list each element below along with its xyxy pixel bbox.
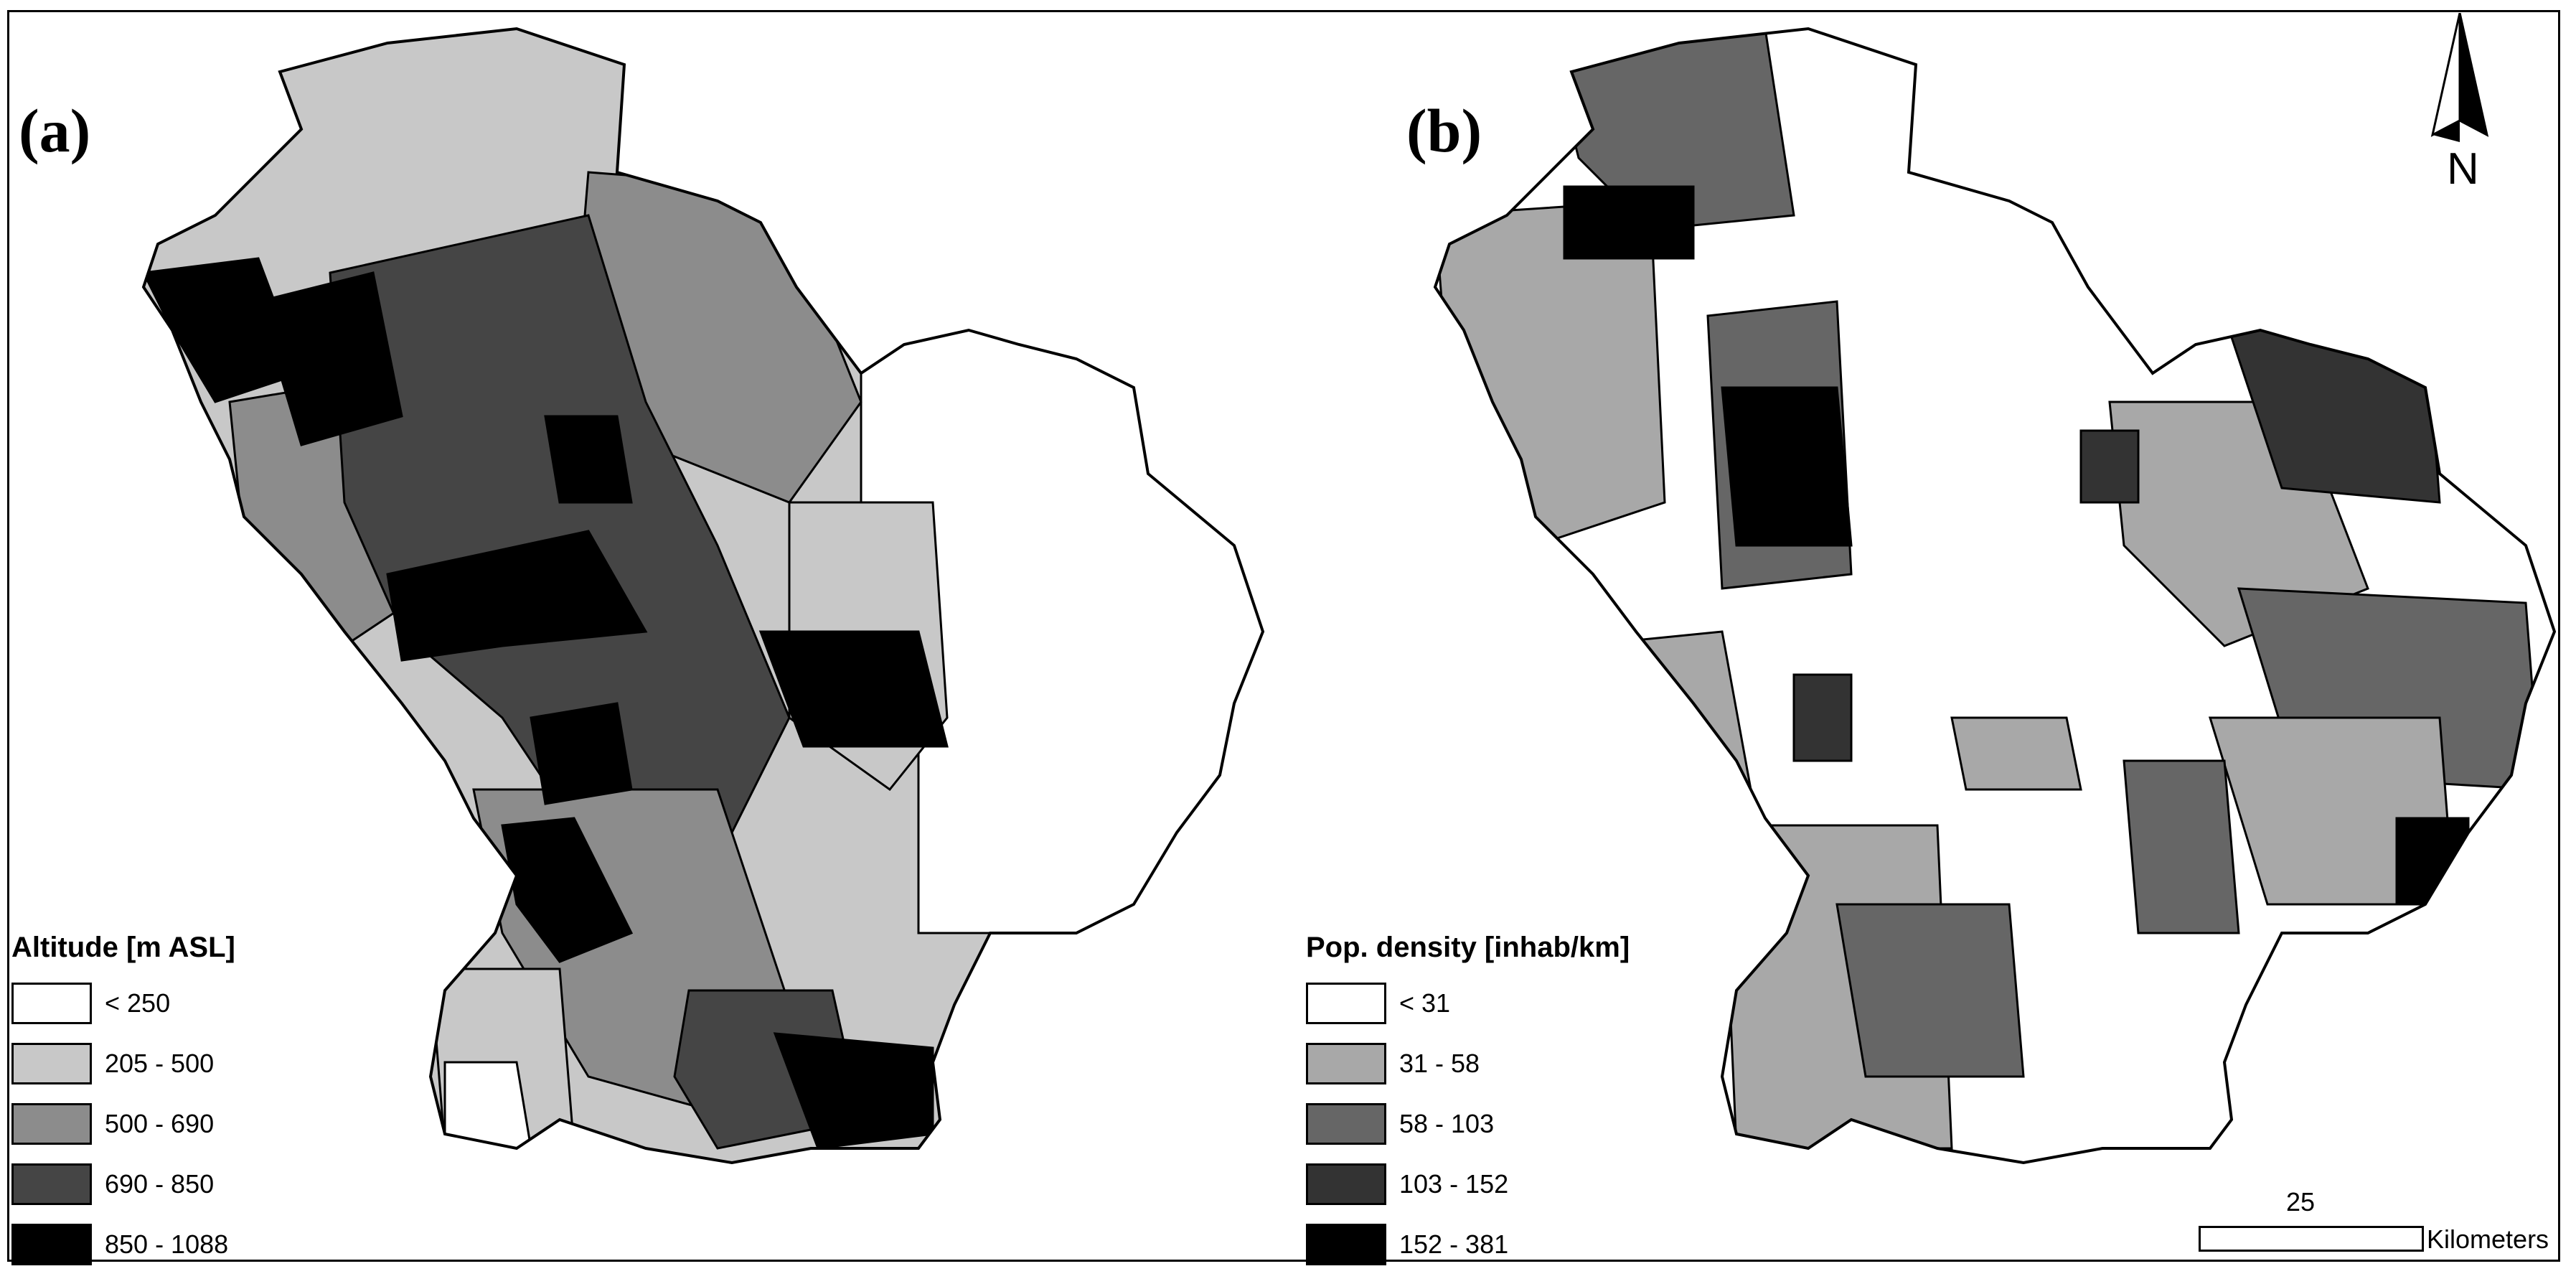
legend-item: 103 - 152	[1306, 1163, 1630, 1205]
panel-label-a: (a)	[19, 96, 91, 165]
legend-item: 58 - 103	[1306, 1103, 1630, 1145]
legend-item: 690 - 850	[11, 1163, 235, 1205]
altitude-map	[141, 27, 1265, 1165]
legend-label: 205 - 500	[105, 1049, 215, 1078]
legend-swatch	[11, 1224, 92, 1265]
legend-label: < 31	[1399, 988, 1451, 1018]
legend-item: 500 - 690	[11, 1103, 235, 1145]
legend-swatch	[11, 1043, 92, 1084]
legend-swatch	[11, 1103, 92, 1145]
legend-item: 205 - 500	[11, 1043, 235, 1084]
legend-label: < 250	[105, 988, 171, 1018]
legend-item: 152 - 381	[1306, 1224, 1630, 1265]
legend-item: < 31	[1306, 983, 1630, 1024]
legend-item: 850 - 1088	[11, 1224, 235, 1265]
legend-label: 152 - 381	[1399, 1229, 1509, 1259]
legend-swatch	[1306, 1043, 1386, 1084]
legend-item: < 250	[11, 983, 235, 1024]
altitude-legend: Altitude [m ASL] < 250 205 - 500 500 - 6…	[11, 932, 235, 1284]
scale-bar-box	[2199, 1226, 2424, 1252]
population-legend-title: Pop. density [inhab/km]	[1306, 932, 1630, 963]
legend-swatch	[1306, 1103, 1386, 1145]
legend-swatch	[11, 983, 92, 1024]
legend-swatch	[1306, 1224, 1386, 1265]
legend-label: 690 - 850	[105, 1169, 215, 1199]
population-legend: Pop. density [inhab/km] < 31 31 - 58 58 …	[1306, 932, 1630, 1284]
legend-label: 850 - 1088	[105, 1229, 229, 1259]
scale-value: 25	[2286, 1187, 2316, 1217]
legend-swatch	[1306, 1163, 1386, 1205]
legend-swatch	[11, 1163, 92, 1205]
panel-label-b: (b)	[1406, 96, 1482, 165]
scale-unit: Kilometers	[2427, 1224, 2549, 1254]
legend-swatch	[1306, 983, 1386, 1024]
north-label: N	[2447, 144, 2479, 194]
legend-item: 31 - 58	[1306, 1043, 1630, 1084]
legend-label: 500 - 690	[105, 1109, 215, 1138]
legend-label: 103 - 152	[1399, 1169, 1509, 1199]
map-frame	[7, 10, 2560, 1262]
north-arrow-icon	[2430, 13, 2489, 142]
legend-label: 58 - 103	[1399, 1109, 1495, 1138]
legend-label: 31 - 58	[1399, 1049, 1480, 1078]
altitude-legend-title: Altitude [m ASL]	[11, 932, 235, 963]
